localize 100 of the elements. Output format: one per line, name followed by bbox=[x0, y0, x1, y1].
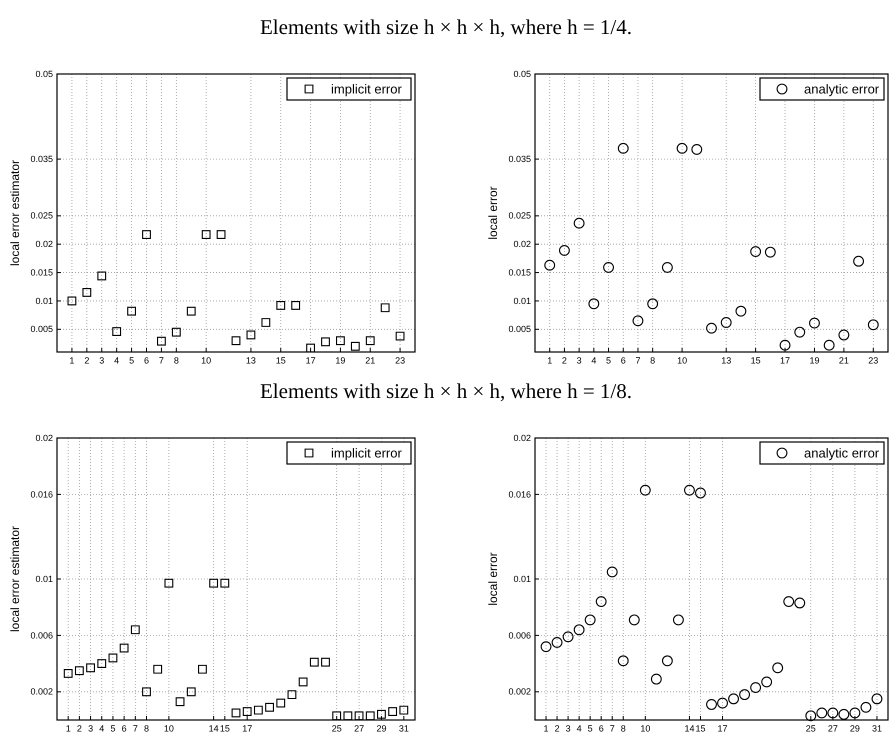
x-tick-label: 23 bbox=[868, 355, 878, 366]
x-tick-label: 7 bbox=[158, 355, 164, 366]
point bbox=[288, 690, 296, 700]
point bbox=[596, 596, 607, 607]
point bbox=[388, 707, 398, 716]
point bbox=[74, 666, 84, 676]
x-tick-label: 2 bbox=[562, 355, 567, 366]
point bbox=[336, 336, 345, 346]
point bbox=[650, 674, 662, 685]
x-tick-label: 8 bbox=[174, 355, 179, 366]
point bbox=[632, 315, 644, 326]
x-tick-label: 13 bbox=[721, 355, 732, 366]
point bbox=[321, 658, 330, 667]
point bbox=[761, 676, 772, 688]
x-tick-label: 10 bbox=[640, 723, 650, 734]
y-tick-label: 0.025 bbox=[508, 210, 531, 221]
point bbox=[853, 256, 864, 267]
x-tick-label: 21 bbox=[365, 355, 376, 366]
x-tick-label: 4 bbox=[576, 723, 582, 734]
point bbox=[97, 659, 106, 668]
point bbox=[216, 230, 226, 239]
x-tick-label: 17 bbox=[718, 723, 728, 734]
x-tick-label: 1 bbox=[544, 723, 549, 734]
x-tick-label: 6 bbox=[598, 723, 604, 734]
x-tick-label: 6 bbox=[122, 723, 127, 734]
point bbox=[306, 344, 316, 352]
point bbox=[618, 655, 629, 666]
point bbox=[574, 624, 585, 636]
point bbox=[647, 298, 658, 310]
point bbox=[265, 702, 274, 712]
x-tick-label: 1 bbox=[547, 355, 552, 366]
point bbox=[377, 710, 386, 719]
legend-label: implicit error bbox=[331, 82, 402, 96]
x-tick-label: 3 bbox=[99, 355, 104, 366]
point bbox=[396, 332, 405, 341]
point bbox=[108, 654, 118, 662]
point bbox=[588, 298, 600, 310]
y-tick-label: 0.02 bbox=[35, 239, 53, 250]
point bbox=[186, 687, 196, 696]
x-tick-label: 27 bbox=[828, 723, 838, 734]
x-tick-label: 1 bbox=[66, 723, 71, 734]
point bbox=[198, 664, 207, 674]
y-tick-label: 0.02 bbox=[513, 239, 531, 250]
x-tick-label: 27 bbox=[354, 723, 364, 734]
point bbox=[298, 678, 308, 686]
point bbox=[827, 708, 838, 718]
x-tick-label: 4 bbox=[99, 723, 104, 734]
y-tick-label: 0.01 bbox=[35, 296, 53, 306]
x-tick-label: 4 bbox=[591, 355, 596, 366]
point bbox=[640, 484, 651, 496]
point bbox=[242, 707, 252, 716]
x-tick-label: 14 bbox=[684, 723, 694, 734]
point bbox=[764, 246, 776, 258]
point bbox=[209, 578, 218, 588]
point bbox=[97, 272, 106, 280]
x-tick-label: 5 bbox=[110, 723, 116, 734]
point bbox=[684, 484, 695, 496]
point bbox=[838, 330, 850, 340]
y-tick-label: 0.015 bbox=[30, 267, 53, 278]
x-tick-label: 31 bbox=[872, 723, 882, 734]
point bbox=[676, 142, 688, 154]
point bbox=[366, 711, 375, 720]
x-tick-label: 17 bbox=[306, 355, 316, 366]
point bbox=[695, 488, 706, 498]
point bbox=[164, 578, 174, 588]
x-tick-label: 8 bbox=[620, 723, 626, 734]
point bbox=[354, 711, 364, 720]
point bbox=[64, 669, 73, 678]
point bbox=[332, 711, 342, 720]
point bbox=[343, 711, 352, 720]
point bbox=[276, 301, 286, 310]
x-tick-label: 6 bbox=[620, 355, 626, 366]
x-tick-label: 5 bbox=[588, 723, 593, 734]
y-axis-title: local error bbox=[486, 552, 500, 606]
point bbox=[662, 262, 673, 273]
x-tick-label: 8 bbox=[650, 355, 656, 366]
point bbox=[739, 689, 750, 700]
y-tick-label: 0.005 bbox=[508, 324, 531, 334]
point bbox=[816, 708, 828, 718]
point bbox=[780, 340, 790, 351]
point bbox=[82, 288, 92, 297]
x-tick-label: 13 bbox=[246, 355, 256, 366]
point bbox=[366, 336, 375, 346]
point bbox=[672, 614, 684, 626]
x-tick-label: 29 bbox=[850, 723, 860, 734]
point bbox=[350, 342, 360, 351]
x-tick-label: 21 bbox=[838, 355, 849, 366]
point bbox=[254, 706, 263, 715]
y-tick-label: 0.002 bbox=[508, 686, 531, 697]
point bbox=[809, 318, 820, 328]
point bbox=[176, 697, 184, 706]
point bbox=[584, 614, 596, 626]
y-axis-title: local error estimator bbox=[8, 160, 22, 266]
point bbox=[824, 340, 835, 351]
x-tick-label: 7 bbox=[132, 723, 138, 734]
point bbox=[276, 698, 286, 708]
point bbox=[291, 301, 300, 310]
y-tick-label: 0.016 bbox=[508, 489, 531, 500]
point bbox=[232, 708, 240, 718]
point bbox=[540, 641, 552, 652]
